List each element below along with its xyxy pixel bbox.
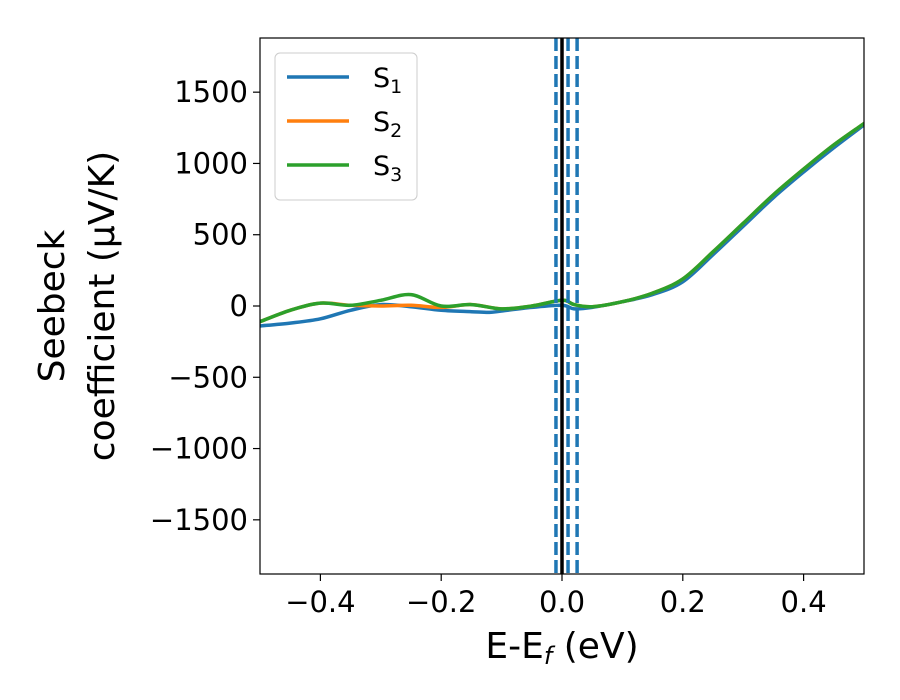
x-tick-label: 0.0 xyxy=(539,585,585,619)
y-tick-label: 1500 xyxy=(174,75,248,109)
x-tick-label: 0.4 xyxy=(781,585,827,619)
y-tick-label: −1000 xyxy=(150,432,248,466)
vertical-lines xyxy=(554,38,579,574)
legend-label-s1: S1 xyxy=(373,63,402,98)
y-tick-label: 1000 xyxy=(174,146,248,180)
legend: S1 S2 S3 xyxy=(274,52,418,201)
y-axis-ticks: −1500 −1000 −500 0 500 1000 1500 xyxy=(150,75,260,537)
legend-label-s3: S3 xyxy=(373,151,402,186)
x-tick-label: 0.2 xyxy=(660,585,706,619)
legend-label-s2: S2 xyxy=(373,107,402,142)
y-tick-label: −1500 xyxy=(150,503,248,537)
x-axis-label: E-Ef (eV) xyxy=(485,626,638,670)
y-tick-label: 0 xyxy=(230,289,248,323)
y-axis-label: Seebeck coefficient (μV/K) xyxy=(32,151,123,461)
y-tick-label: −500 xyxy=(168,360,248,394)
x-tick-label: −0.4 xyxy=(285,585,355,619)
x-axis-ticks: −0.4 −0.2 0.0 0.2 0.4 xyxy=(285,574,827,619)
y-axis-label-line2: coefficient (μV/K) xyxy=(82,151,123,461)
plot-area xyxy=(260,38,864,574)
legend-items: S1 S2 S3 xyxy=(287,63,402,186)
y-tick-label: 500 xyxy=(193,218,248,252)
y-axis-label-line1: Seebeck xyxy=(32,229,73,382)
x-tick-label: −0.2 xyxy=(406,585,476,619)
